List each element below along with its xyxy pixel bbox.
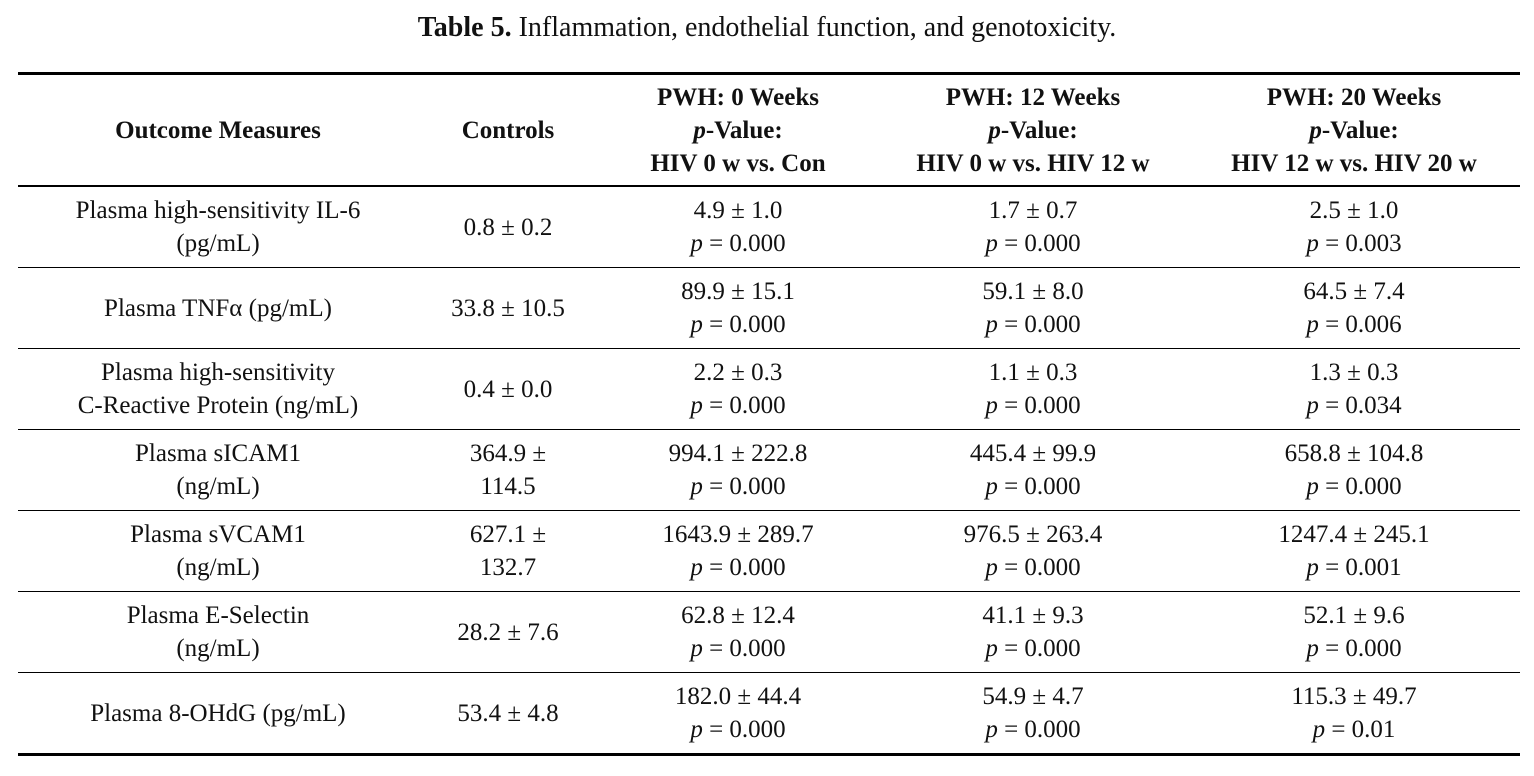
cell-w20: 1247.4 ± 245.1 p = 0.001 [1188,511,1520,592]
p-value: p = 0.000 [690,716,786,743]
mean-value: 89.9 ± 15.1 [681,278,795,305]
p-value: p = 0.000 [985,392,1081,419]
table-row: Plasma TNFα (pg/mL) 33.8 ± 10.5 89.9 ± 15.… [18,268,1520,349]
p-value: p = 0.000 [690,635,786,662]
p-value: p = 0.000 [1306,473,1402,500]
cell-controls: 53.4 ± 4.8 [457,699,559,727]
cell-w20: 64.5 ± 7.4 p = 0.006 [1188,268,1520,349]
cell-w0: 1643.9 ± 289.7 p = 0.000 [598,511,878,592]
cell-controls: 364.9 ±114.5 [469,440,547,500]
mean-value: 115.3 ± 49.7 [1291,683,1417,710]
mean-value: 2.2 ± 0.3 [693,359,783,386]
cell-outcome-measure: Plasma TNFα (pg/mL) [104,294,332,322]
cell-w0: 182.0 ± 44.4 p = 0.000 [598,673,878,755]
p-value: p = 0.001 [1306,554,1402,581]
cell-w0: 62.8 ± 12.4 p = 0.000 [598,592,878,673]
table-row: Plasma high-sensitivity IL-6 (pg/mL) 0.8 ±… [18,186,1520,268]
table-row: Plasma E-Selectin (ng/mL) 28.2 ± 7.6 62.8 ±… [18,592,1520,673]
cell-outcome-measure: Plasma 8-OHdG (pg/mL) [90,699,346,727]
results-table: Outcome Measures Controls PWH: 0 Weeks p… [18,72,1520,756]
mean-value: 62.8 ± 12.4 [681,602,795,629]
p-value: p = 0.003 [1306,230,1402,257]
cell-w20: 658.8 ± 104.8 p = 0.000 [1188,430,1520,511]
mean-value: 52.1 ± 9.6 [1303,602,1405,629]
cell-w20: 2.5 ± 1.0 p = 0.003 [1188,186,1520,268]
p-value: p = 0.034 [1306,392,1402,419]
cell-outcome-measure: Plasma sICAM1 (ng/mL) [135,440,301,500]
table-body: Plasma high-sensitivity IL-6 (pg/mL) 0.8 ±… [18,186,1520,755]
cell-controls: 28.2 ± 7.6 [457,618,559,646]
table-caption: Table 5. Inflammation, endothelial funct… [0,8,1534,48]
mean-value: 54.9 ± 4.7 [982,683,1084,710]
p-value: p = 0.000 [690,473,786,500]
p-value: p = 0.000 [985,716,1081,743]
cell-w0: 2.2 ± 0.3 p = 0.000 [598,349,878,430]
cell-outcome-measure: Plasma high-sensitivity C-Reactive Protei… [77,359,359,419]
cell-w20: 115.3 ± 49.7 p = 0.01 [1188,673,1520,755]
p-value: p = 0.000 [690,230,786,257]
p-value: p = 0.000 [985,635,1081,662]
table-row: Plasma 8-OHdG (pg/mL) 53.4 ± 4.8 182.0 ± 4… [18,673,1520,755]
mean-value: 445.4 ± 99.9 [969,440,1097,467]
cell-w12: 445.4 ± 99.9 p = 0.000 [878,430,1188,511]
header-pwh-0-weeks: PWH: 0 Weeks p-Value: HIV 0 w vs. Con [650,83,826,177]
mean-value: 41.1 ± 9.3 [982,602,1084,629]
cell-controls: 33.8 ± 10.5 [451,294,565,322]
table-row: Plasma high-sensitivity C-Reactive Protei… [18,349,1520,430]
cell-w12: 1.1 ± 0.3 p = 0.000 [878,349,1188,430]
p-value: p = 0.000 [985,473,1081,500]
header-outcome-measures: Outcome Measures [115,116,321,144]
p-value: p = 0.000 [690,554,786,581]
cell-w20: 1.3 ± 0.3 p = 0.034 [1188,349,1520,430]
cell-outcome-measure: Plasma E-Selectin (ng/mL) [126,602,310,662]
table-row: Plasma sVCAM1 (ng/mL) 627.1 ±132.7 1643.9 ±… [18,511,1520,592]
cell-w0: 89.9 ± 15.1 p = 0.000 [598,268,878,349]
p-value: p = 0.000 [985,311,1081,338]
header-pwh-20-weeks: PWH: 20 Weeks p-Value: HIV 12 w vs. HIV … [1231,83,1477,177]
header-pwh-12-weeks: PWH: 12 Weeks p-Value: HIV 0 w vs. HIV 1… [916,83,1150,177]
cell-controls: 0.8 ± 0.2 [463,213,553,241]
cell-w12: 54.9 ± 4.7 p = 0.000 [878,673,1188,755]
cell-w0: 4.9 ± 1.0 p = 0.000 [598,186,878,268]
cell-w20: 52.1 ± 9.6 p = 0.000 [1188,592,1520,673]
mean-value: 976.5 ± 263.4 [963,521,1103,548]
mean-value: 1643.9 ± 289.7 [662,521,814,548]
mean-value: 1247.4 ± 245.1 [1278,521,1430,548]
mean-value: 1.7 ± 0.7 [988,197,1078,224]
mean-value: 59.1 ± 8.0 [982,278,1084,305]
mean-value: 64.5 ± 7.4 [1303,278,1405,305]
caption-text: Inflammation, endothelial function, and … [518,12,1117,43]
table-header-row: Outcome Measures Controls PWH: 0 Weeks p… [18,73,1520,186]
mean-value: 4.9 ± 1.0 [693,197,783,224]
header-controls: Controls [461,116,555,144]
p-value: p = 0.000 [985,554,1081,581]
mean-value: 182.0 ± 44.4 [674,683,802,710]
caption-label: Table 5. [417,12,512,43]
mean-value: 994.1 ± 222.8 [668,440,808,467]
cell-controls: 627.1 ±132.7 [469,521,547,581]
p-value: p = 0.000 [985,230,1081,257]
p-value: p = 0.000 [690,392,786,419]
cell-w12: 1.7 ± 0.7 p = 0.000 [878,186,1188,268]
cell-w12: 976.5 ± 263.4 p = 0.000 [878,511,1188,592]
mean-value: 658.8 ± 104.8 [1284,440,1424,467]
cell-outcome-measure: Plasma sVCAM1 (ng/mL) [130,521,306,581]
mean-value: 1.1 ± 0.3 [988,359,1078,386]
p-value: p = 0.006 [1306,311,1402,338]
mean-value: 1.3 ± 0.3 [1309,359,1399,386]
mean-value: 2.5 ± 1.0 [1309,197,1399,224]
cell-w12: 59.1 ± 8.0 p = 0.000 [878,268,1188,349]
p-value: p = 0.000 [690,311,786,338]
p-value: p = 0.000 [1306,635,1402,662]
p-value: p = 0.01 [1312,716,1396,743]
cell-controls: 0.4 ± 0.0 [463,375,553,403]
cell-w12: 41.1 ± 9.3 p = 0.000 [878,592,1188,673]
cell-outcome-measure: Plasma high-sensitivity IL-6 (pg/mL) [75,197,361,257]
table-row: Plasma sICAM1 (ng/mL) 364.9 ±114.5 994.1 ± … [18,430,1520,511]
cell-w0: 994.1 ± 222.8 p = 0.000 [598,430,878,511]
